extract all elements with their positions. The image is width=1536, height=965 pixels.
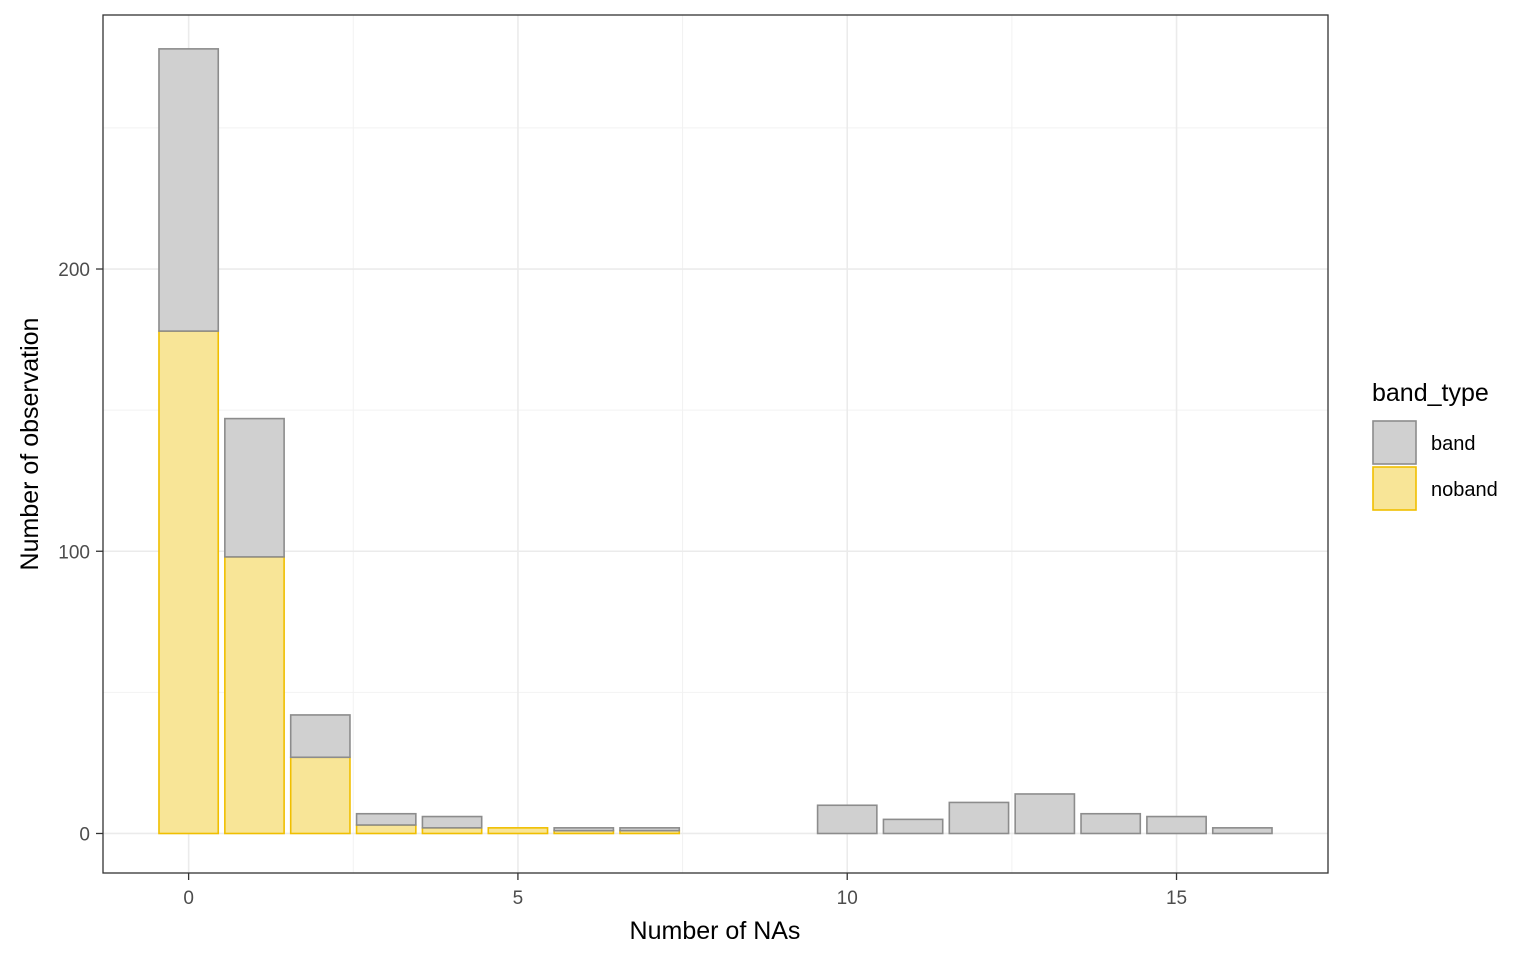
panel-border — [102, 14, 1329, 874]
bar-band — [1080, 812, 1142, 835]
bar-band — [1146, 815, 1207, 835]
minor-gridlines — [103, 15, 1328, 873]
bar-band — [553, 827, 615, 832]
bar-band — [1211, 827, 1273, 835]
x-tick-label: 5 — [513, 888, 524, 909]
bar-noband — [421, 827, 483, 835]
bar-band — [619, 827, 681, 832]
legend: band_type band noband — [1372, 379, 1498, 511]
axis-ticks — [96, 268, 1178, 880]
legend-label-band: band — [1431, 433, 1476, 455]
bar-band — [224, 417, 285, 558]
x-tick-label: 0 — [183, 888, 194, 909]
x-axis-title: Number of NAs — [630, 917, 801, 945]
y-axis-title: Number of observation — [16, 318, 44, 571]
bar-noband — [289, 756, 351, 835]
panel-background — [103, 15, 1328, 873]
bar-band — [158, 48, 220, 332]
y-tick-label: 0 — [79, 824, 90, 845]
bar-band — [1014, 793, 1076, 835]
bar-band — [355, 812, 417, 826]
bar-noband — [158, 330, 220, 835]
bars — [158, 48, 1273, 835]
bar-band — [882, 818, 944, 835]
legend-title: band_type — [1372, 379, 1489, 407]
legend-label-noband: noband — [1431, 479, 1498, 501]
bar-noband — [224, 556, 285, 835]
x-tick-label: 10 — [837, 888, 858, 909]
bar-band — [289, 714, 351, 759]
bar-band — [816, 804, 878, 835]
tick-labels: 0 5 10 15 0 100 200 — [58, 260, 1187, 909]
bar-band — [421, 815, 483, 829]
bar-noband — [487, 827, 549, 835]
legend-key-noband — [1372, 466, 1417, 511]
x-tick-label: 15 — [1166, 888, 1187, 909]
y-tick-label: 100 — [58, 542, 90, 563]
bar-noband — [355, 824, 417, 835]
bar-band — [948, 801, 1010, 835]
legend-key-band — [1372, 420, 1417, 465]
y-tick-label: 200 — [58, 260, 90, 281]
